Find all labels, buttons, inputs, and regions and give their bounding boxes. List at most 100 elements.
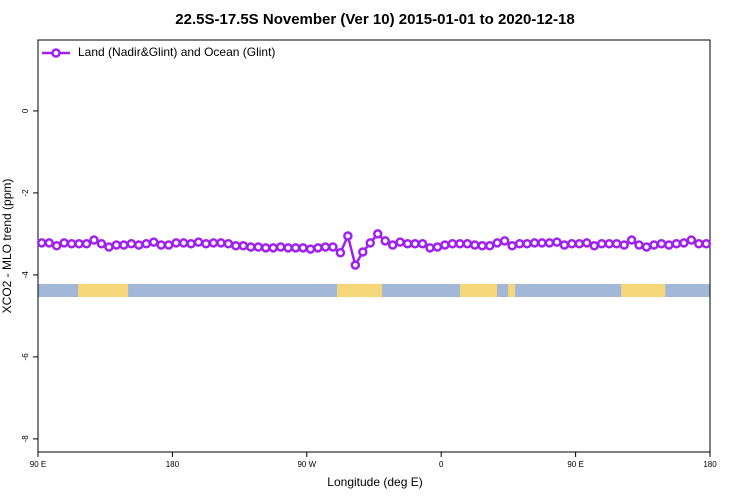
land-band [337, 283, 383, 298]
data-point [126, 238, 137, 249]
data-point [372, 229, 383, 239]
data-point [208, 238, 219, 248]
data-point [231, 241, 241, 251]
data-point [305, 244, 316, 254]
data-point [477, 241, 488, 251]
data-point [395, 237, 405, 247]
land-band [460, 283, 498, 298]
data-point [440, 240, 450, 250]
data-point [186, 238, 196, 249]
data-point [283, 243, 293, 253]
data-point [290, 243, 301, 253]
data-point [574, 238, 585, 249]
data-point [171, 238, 181, 248]
data-point [358, 247, 368, 257]
data-point [455, 238, 465, 249]
data-point [201, 238, 211, 249]
data-point [402, 238, 413, 249]
data-point [104, 242, 114, 252]
data-point [163, 240, 174, 250]
y-tick-label: -2 [21, 189, 30, 197]
data-point [387, 240, 398, 250]
data-point [89, 235, 99, 245]
data-point [275, 242, 286, 252]
x-tick-label: 90 W [297, 460, 316, 469]
data-point [417, 238, 428, 249]
data-point [589, 241, 600, 251]
data-point [238, 241, 249, 251]
data-point [111, 240, 122, 250]
data-point [582, 238, 592, 248]
data-point [656, 238, 667, 249]
data-point [641, 242, 652, 252]
land-band [508, 283, 516, 298]
data-point [529, 238, 540, 248]
data-point [178, 238, 189, 248]
data-point [694, 238, 704, 249]
data-point [335, 248, 346, 258]
data-point [44, 238, 54, 248]
data-point [567, 238, 577, 249]
x-tick-label: 0 [439, 460, 444, 469]
data-point [596, 238, 607, 249]
data-point [119, 240, 129, 250]
data-point [343, 231, 353, 241]
data-point [462, 238, 473, 249]
data-point [141, 238, 152, 249]
data-point [156, 240, 166, 250]
data-point [619, 240, 629, 250]
data-point [649, 240, 659, 250]
data-point [552, 237, 562, 247]
x-tick-label: 90 E [30, 460, 46, 469]
legend-label: Land (Nadir&Glint) and Ocean (Glint) [78, 45, 275, 59]
data-point [365, 238, 376, 248]
data-point [96, 238, 107, 249]
data-point [611, 238, 622, 249]
x-axis-label: Longitude (deg E) [327, 475, 422, 489]
x-tick-label: 180 [166, 460, 180, 469]
data-point [350, 260, 361, 270]
data-point [514, 238, 525, 249]
land-band [78, 283, 129, 298]
data-point [313, 243, 323, 253]
data-point [134, 240, 144, 250]
data-point [559, 240, 570, 250]
data-point [320, 242, 331, 252]
data-point [148, 237, 159, 247]
data-point [604, 238, 614, 249]
data-point [544, 238, 555, 248]
data-point [447, 238, 458, 249]
data-point [499, 236, 510, 246]
data-point [260, 243, 271, 253]
data-point [507, 241, 517, 251]
data-point [380, 236, 390, 246]
data-point [253, 242, 264, 252]
data-point [634, 240, 644, 250]
data-point [36, 238, 47, 248]
data-point [81, 238, 92, 249]
data-point [193, 237, 204, 247]
data-point [522, 238, 532, 249]
legend-marker [51, 48, 61, 58]
data-point [425, 243, 435, 253]
data-point [74, 238, 84, 249]
chart-title: 22.5S-17.5S November (Ver 10) 2015-01-01… [175, 11, 574, 28]
data-point [410, 238, 420, 249]
data-point [701, 238, 712, 249]
data-point [686, 235, 697, 245]
data-point [216, 238, 226, 248]
data-point [484, 241, 495, 251]
data-point [626, 235, 637, 245]
data-point [246, 242, 256, 252]
data-point [537, 238, 547, 248]
data-point [432, 242, 443, 252]
y-tick-label: -6 [21, 353, 30, 361]
data-point [671, 238, 682, 249]
data-point [679, 238, 689, 248]
data-point [328, 242, 338, 252]
x-tick-label: 180 [703, 460, 717, 469]
data-point [492, 238, 502, 248]
land-band [621, 283, 666, 298]
